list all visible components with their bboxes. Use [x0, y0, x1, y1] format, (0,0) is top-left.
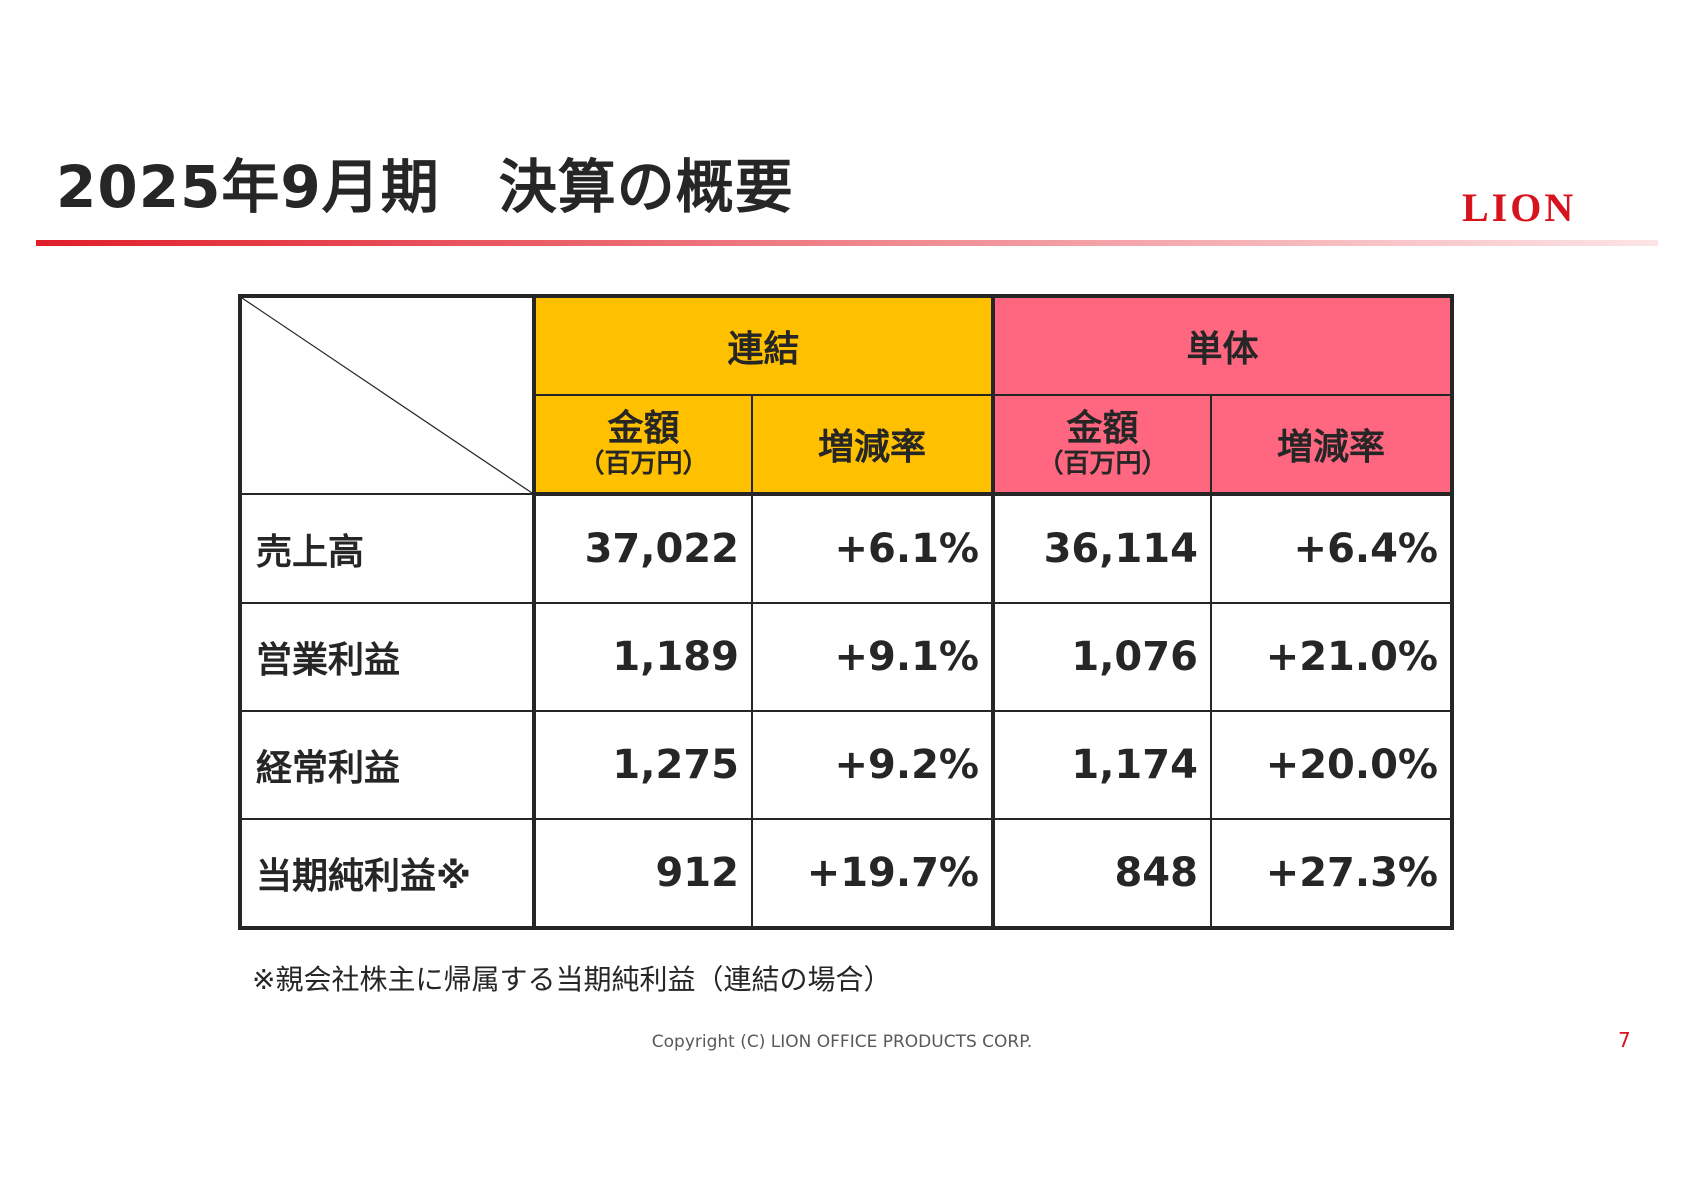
- consolidated-change-cell: +9.1%: [750, 602, 994, 712]
- page-title: 2025年9月期 決算の概要: [56, 153, 794, 221]
- subheader-consolidated-change: 増減率: [750, 394, 994, 496]
- footnote: ※親会社株主に帰属する当期純利益（連結の場合）: [252, 963, 892, 996]
- standalone-change-cell: +27.3%: [1209, 818, 1454, 929]
- standalone-change-cell: +21.0%: [1209, 602, 1454, 712]
- consolidated-change-cell: +19.7%: [750, 818, 994, 929]
- diagonal-line: [242, 298, 532, 493]
- consolidated-change-cell: +6.1%: [750, 493, 994, 604]
- row-label: 当期純利益※: [239, 818, 535, 929]
- standalone-change-cell: +20.0%: [1209, 710, 1454, 820]
- subheader-standalone-amount: 金額 （百万円）: [990, 394, 1212, 496]
- header-consolidated: 連結: [532, 295, 994, 396]
- standalone-amount-cell: 36,114: [990, 493, 1212, 604]
- unit-label: （百万円）: [1037, 448, 1168, 479]
- table-row: 営業利益 1,189 +9.1% 1,076 +21.0%: [239, 602, 1454, 712]
- table-row: 経常利益 1,275 +9.2% 1,174 +20.0%: [239, 710, 1454, 820]
- row-label: 売上高: [239, 493, 535, 604]
- consolidated-amount-cell: 37,022: [532, 493, 753, 604]
- row-label: 営業利益: [239, 602, 535, 712]
- standalone-change-cell: +6.4%: [1209, 493, 1454, 604]
- lion-logo: LION: [1462, 185, 1577, 230]
- consolidated-amount-cell: 1,275: [532, 710, 753, 820]
- page-number: 7: [1618, 1028, 1631, 1052]
- table-row: 売上高 37,022 +6.1% 36,114 +6.4%: [239, 493, 1454, 604]
- unit-label: （百万円）: [578, 448, 709, 479]
- consolidated-amount-cell: 912: [532, 818, 753, 929]
- financial-summary-table: 連結 単体 金額 （百万円） 増減率 金額 （百万円） 増減率 売上高 37,0…: [238, 294, 1454, 930]
- subheader-standalone-change: 増減率: [1209, 394, 1454, 496]
- subheader-consolidated-amount: 金額 （百万円）: [532, 394, 753, 496]
- title-underline: [36, 240, 1658, 246]
- standalone-amount-cell: 1,174: [990, 710, 1212, 820]
- table-corner-cell: [239, 295, 535, 495]
- copyright-text: Copyright (C) LION OFFICE PRODUCTS CORP.: [651, 1032, 1033, 1052]
- amount-label: 金額: [1066, 408, 1139, 450]
- row-label: 経常利益: [239, 710, 535, 820]
- header-standalone: 単体: [990, 295, 1454, 396]
- standalone-amount-cell: 1,076: [990, 602, 1212, 712]
- consolidated-change-cell: +9.2%: [750, 710, 994, 820]
- amount-label: 金額: [607, 408, 680, 450]
- table-row: 当期純利益※ 912 +19.7% 848 +27.3%: [239, 818, 1454, 929]
- standalone-amount-cell: 848: [990, 818, 1212, 929]
- consolidated-amount-cell: 1,189: [532, 602, 753, 712]
